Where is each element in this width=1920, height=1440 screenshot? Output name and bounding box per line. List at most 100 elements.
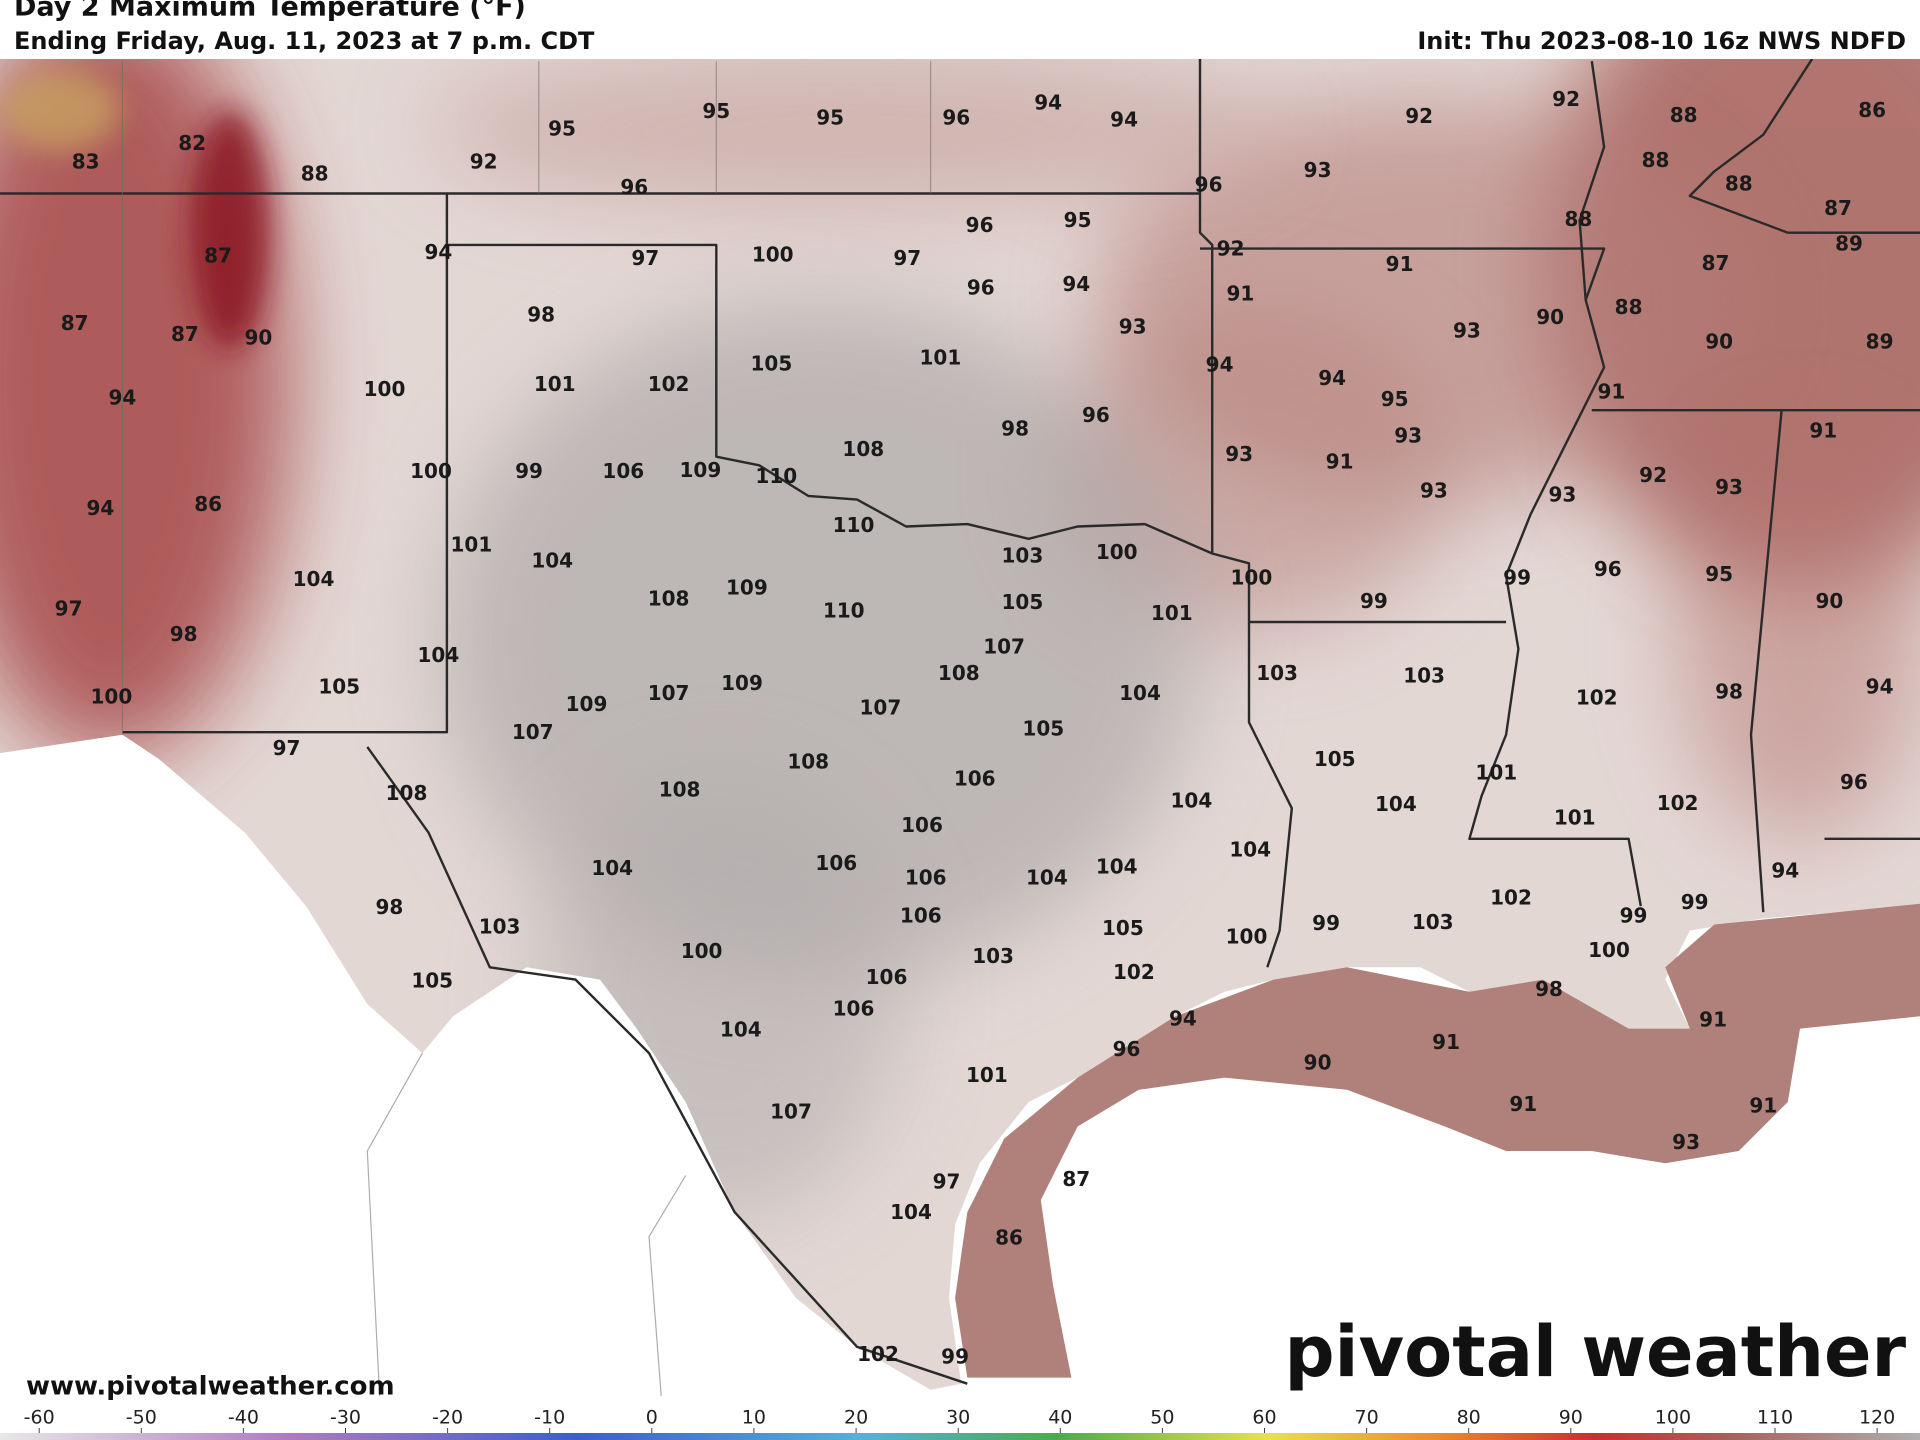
temp-label: 97 (273, 736, 301, 760)
temp-label: 96 (1840, 770, 1868, 794)
temp-label: 107 (648, 681, 690, 705)
boundary (366, 1052, 423, 1396)
temp-label: 105 (751, 351, 793, 375)
header-band (0, 0, 1920, 59)
state-border (1468, 61, 1642, 907)
temp-label: 103 (1403, 664, 1445, 688)
temp-label: 103 (1256, 661, 1298, 685)
temp-label: 101 (1554, 806, 1596, 830)
temp-label: 98 (1715, 680, 1743, 704)
temp-label: 95 (1381, 387, 1409, 411)
colorbar-tick-label: 20 (844, 1407, 868, 1429)
temp-label: 93 (1715, 475, 1743, 499)
temp-label: 107 (512, 720, 554, 744)
temp-label: 95 (816, 105, 844, 129)
temp-label: 102 (1657, 791, 1699, 815)
temp-label: 87 (1062, 1167, 1090, 1191)
temp-label: 95 (1705, 562, 1733, 586)
temp-label: 105 (1022, 716, 1064, 740)
temp-label: 109 (726, 576, 768, 600)
colorbar-tick-label: -50 (126, 1407, 157, 1429)
gulf-shading (955, 903, 1920, 1378)
colorbar-tick-label: -10 (534, 1407, 565, 1429)
temp-label: 91 (1326, 449, 1354, 473)
temp-label: 94 (424, 240, 452, 264)
temp-label: 109 (680, 458, 722, 482)
temp-label: 102 (648, 372, 690, 396)
temp-label: 100 (681, 939, 723, 963)
temp-label: 88 (1642, 148, 1670, 172)
temp-label: 98 (1001, 416, 1029, 440)
temp-label: 93 (1453, 318, 1481, 342)
colorbar-tick-label: -20 (432, 1407, 463, 1429)
temp-label: 93 (1119, 315, 1147, 339)
temp-label: 97 (933, 1169, 961, 1193)
temp-label: 100 (1226, 925, 1268, 949)
temp-label: 87 (171, 322, 199, 346)
temp-label: 104 (890, 1200, 932, 1224)
temp-label: 99 (515, 459, 543, 483)
temp-label: 87 (61, 311, 89, 335)
temp-label: 101 (1151, 601, 1193, 625)
temp-label: 104 (293, 567, 335, 591)
temp-label: 87 (1824, 196, 1852, 220)
colorbar-tick-label: 90 (1559, 1407, 1583, 1429)
temp-label: 92 (1217, 236, 1245, 260)
temp-label: 93 (1394, 424, 1422, 448)
temp-label: 82 (178, 131, 206, 155)
temp-label: 99 (1503, 566, 1531, 590)
temp-label: 88 (1615, 295, 1643, 319)
temp-label: 106 (954, 767, 996, 791)
temp-label: 100 (1231, 566, 1273, 590)
colorbar (0, 1433, 1920, 1440)
temp-label: 100 (1588, 938, 1630, 962)
temp-label: 106 (900, 904, 942, 928)
colorbar-tick-label: 60 (1252, 1407, 1276, 1429)
temp-label: 104 (1171, 789, 1213, 813)
temp-label: 102 (1490, 885, 1532, 909)
temp-label: 101 (966, 1063, 1008, 1087)
temp-label: 92 (470, 149, 498, 173)
temp-label: 94 (1206, 353, 1234, 377)
colorbar-tick-label: 120 (1859, 1407, 1895, 1429)
temp-label: 96 (967, 276, 995, 300)
temp-label: 107 (770, 1100, 812, 1124)
temp-label: 91 (1597, 380, 1625, 404)
temp-label: 86 (995, 1226, 1023, 1250)
temp-label: 97 (893, 246, 921, 270)
temp-label: 96 (1082, 403, 1110, 427)
temp-label: 102 (1113, 960, 1155, 984)
temp-label: 100 (91, 685, 133, 709)
temp-label: 87 (1702, 251, 1730, 275)
temp-label: 88 (1564, 207, 1592, 231)
colorbar-tick-label: 30 (946, 1407, 970, 1429)
temp-label: 94 (1866, 675, 1894, 699)
temp-label: 94 (1110, 108, 1138, 132)
temp-label: 106 (866, 965, 908, 989)
site-url: www.pivotalweather.com (26, 1372, 395, 1402)
temp-label: 104 (1119, 681, 1161, 705)
temp-label: 96 (966, 213, 994, 237)
temp-label: 105 (1102, 916, 1144, 940)
init-time: Init: Thu 2023-08-10 16z NWS NDFD (1417, 27, 1906, 55)
state-border (366, 746, 968, 1385)
temp-label: 99 (1312, 911, 1340, 935)
temp-label: 103 (1002, 544, 1044, 568)
temp-label: 97 (55, 596, 83, 620)
state-border (1198, 58, 1214, 554)
temp-label: 89 (1866, 329, 1894, 353)
temp-label: 107 (860, 696, 902, 720)
temp-label: 98 (375, 895, 403, 919)
temp-label: 91 (1749, 1093, 1777, 1117)
colorbar-tick-label: 100 (1655, 1407, 1691, 1429)
colorbar-tick-label: 80 (1457, 1407, 1481, 1429)
temp-label: 106 (602, 459, 644, 483)
temp-label: 91 (1809, 419, 1837, 443)
temp-label: 104 (591, 856, 633, 880)
temp-label: 109 (566, 692, 608, 716)
temp-label: 108 (842, 437, 884, 461)
state-border (1200, 247, 1606, 301)
temp-label: 105 (411, 969, 453, 993)
temp-label: 93 (1420, 479, 1448, 503)
temp-label: 96 (1594, 557, 1622, 581)
